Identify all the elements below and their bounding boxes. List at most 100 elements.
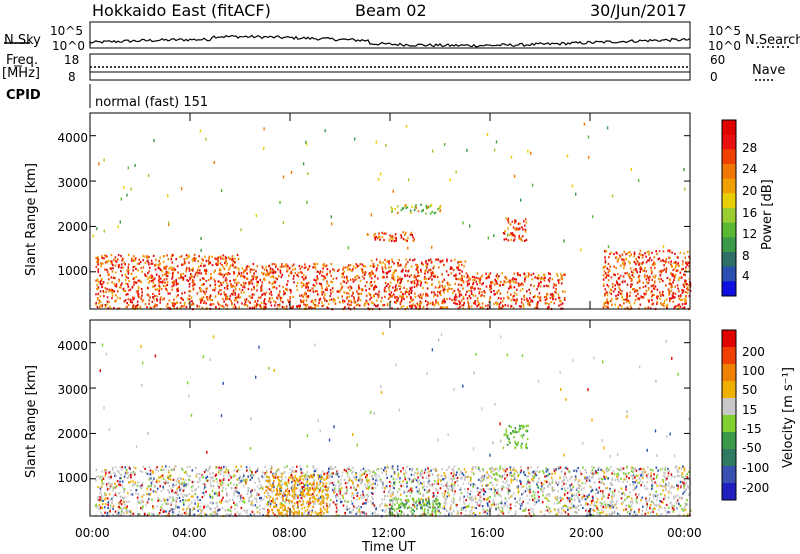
scatter-cell: [329, 271, 331, 274]
scatter-cell: [468, 282, 470, 285]
scatter-cell: [305, 277, 307, 280]
scatter-cell: [621, 258, 623, 261]
scatter-cell: [220, 501, 222, 504]
scatter-cell: [615, 506, 618, 509]
scatter-cell: [670, 263, 672, 266]
scatter-cell: [231, 257, 234, 260]
scatter-cell: [365, 476, 367, 479]
scatter-cell: [300, 481, 303, 485]
scatter-cell: [171, 277, 173, 280]
scatter-cell: [355, 473, 357, 476]
scatter-cell: [418, 303, 421, 306]
scatter-cell: [326, 299, 328, 303]
scatter-cell: [349, 469, 352, 472]
scatter-cell: [186, 279, 188, 282]
scatter-cell: [505, 237, 508, 241]
scatter-cell: [174, 268, 177, 271]
scatter-cell: [615, 251, 618, 254]
scatter-cell: [465, 272, 468, 275]
scatter-cell: [513, 299, 516, 302]
scatter-cell: [245, 298, 248, 301]
scatter-cell: [194, 259, 196, 262]
scatter-cell: [249, 268, 252, 271]
scatter-cell: [592, 476, 594, 479]
scatter-cell: [405, 269, 407, 272]
scatter-cell: [135, 267, 137, 271]
scatter-cell: [227, 471, 230, 474]
scatter-cell: [443, 298, 445, 301]
scatter-cell: [260, 286, 262, 289]
scatter-cell: [648, 275, 651, 278]
scatter-cell: [271, 297, 274, 300]
scatter-cell: [199, 287, 202, 291]
scatter-cell: [118, 266, 120, 269]
scatter-cell: [307, 295, 309, 298]
scatter-cell: [433, 265, 435, 268]
scatter-cell: [498, 303, 501, 306]
scatter-cell: [566, 491, 569, 495]
scatter-cell: [236, 275, 239, 278]
scatter-cell: [360, 506, 362, 509]
scatter-cell: [486, 502, 489, 505]
sparse-echo: [220, 189, 223, 193]
scatter-cell: [586, 496, 589, 499]
scatter-cell: [565, 482, 567, 485]
scatter-cell: [618, 490, 620, 493]
scatter-cell: [584, 476, 586, 479]
scatter-cell: [366, 473, 368, 477]
scatter-cell: [443, 288, 446, 291]
scatter-cell: [616, 500, 618, 503]
scatter-cell: [328, 284, 330, 287]
scatter-cell: [480, 490, 483, 493]
scatter-cell: [485, 498, 488, 501]
scatter-cell: [453, 477, 455, 480]
scatter-cell: [679, 251, 682, 254]
scatter-cell: [404, 478, 407, 481]
scatter-cell: [601, 495, 604, 498]
scatter-cell: [234, 285, 236, 288]
scatter-cell: [188, 294, 191, 297]
scatter-cell: [493, 289, 495, 293]
scatter-cell: [446, 485, 449, 488]
scatter-cell: [114, 472, 116, 475]
scatter-cell: [312, 266, 314, 269]
scatter-cell: [156, 298, 158, 301]
scatter-cell: [645, 509, 648, 512]
scatter-cell: [457, 268, 460, 271]
scatter-cell: [101, 482, 104, 485]
scatter-cell: [682, 267, 684, 270]
scatter-cell: [482, 497, 484, 500]
scatter-cell: [321, 271, 324, 274]
scatter-cell: [668, 490, 671, 493]
scatter-cell: [653, 502, 655, 505]
scatter-cell: [504, 281, 507, 284]
scatter-cell: [442, 495, 445, 498]
scatter-cell: [232, 284, 234, 287]
scatter-cell: [665, 479, 667, 482]
scatter-cell: [171, 268, 173, 271]
scatter-cell: [419, 293, 422, 296]
scatter-cell: [379, 504, 381, 507]
scatter-cell: [96, 260, 98, 264]
scatter-cell: [180, 487, 182, 490]
scatter-cell: [188, 261, 190, 264]
scatter-cell: [183, 481, 186, 484]
scatter-cell: [99, 274, 101, 277]
scatter-cell: [132, 471, 135, 474]
scatter-cell: [548, 303, 550, 306]
scatter-cell: [611, 494, 613, 497]
scatter-cell: [247, 287, 250, 290]
scatter-cell: [178, 496, 181, 499]
scatter-cell: [490, 476, 493, 479]
scatter-cell: [192, 288, 195, 291]
scatter-cell: [636, 260, 639, 263]
scatter-cell: [576, 506, 578, 509]
scatter-cell: [469, 479, 472, 482]
scatter-cell: [472, 472, 475, 475]
scatter-cell: [314, 300, 317, 303]
scatter-cell: [272, 275, 274, 278]
sparse-echo: [127, 166, 129, 170]
scatter-cell: [316, 468, 318, 471]
scatter-cell: [623, 250, 626, 253]
scatter-cell: [407, 279, 409, 283]
